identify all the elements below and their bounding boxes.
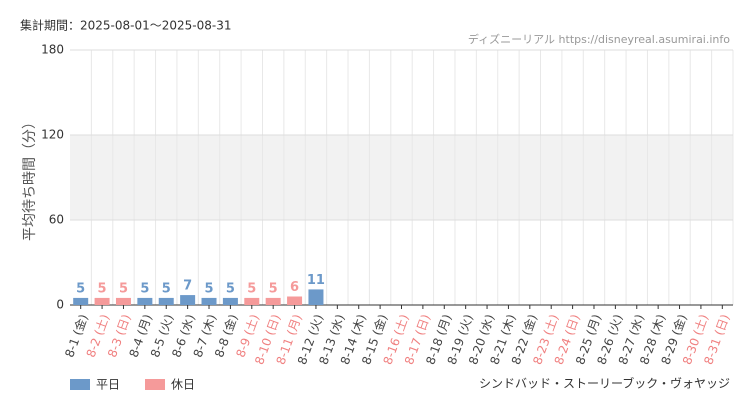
- y-tick-label: 120: [41, 128, 64, 142]
- bar: [244, 297, 260, 305]
- bar: [180, 295, 196, 305]
- y-axis-label: 平均待ち時間（分）: [22, 115, 38, 241]
- data-label: 5: [76, 281, 85, 296]
- bar: [158, 297, 174, 305]
- data-label: 5: [140, 281, 149, 296]
- y-tick-label: 0: [56, 298, 64, 312]
- data-label: 5: [119, 281, 128, 296]
- data-label: 5: [204, 281, 213, 296]
- legend-swatch: [70, 379, 90, 390]
- bar: [115, 297, 131, 305]
- data-label: 5: [162, 281, 171, 296]
- data-label: 11: [307, 273, 325, 288]
- bar: [94, 297, 110, 305]
- bar: [201, 297, 217, 305]
- legend-swatch: [145, 379, 165, 390]
- data-label: 6: [290, 280, 299, 295]
- legend-label: 平日: [96, 378, 120, 392]
- data-label: 5: [98, 281, 107, 296]
- bar: [265, 297, 281, 305]
- bar: [308, 289, 324, 305]
- period: 集計期間：2025-08-01～2025-08-31: [20, 18, 231, 33]
- bar: [137, 297, 153, 305]
- y-tick-label: 60: [49, 213, 64, 227]
- bar: [287, 296, 303, 305]
- data-label: 7: [183, 279, 192, 294]
- y-tick-label: 180: [41, 43, 64, 57]
- bar: [222, 297, 238, 305]
- subtitle: シンドバッド・ストーリーブック・ヴォヤッジ: [479, 376, 730, 391]
- data-label: 5: [247, 281, 256, 296]
- source: ディズニーリアル https://disneyreal.asumirai.inf…: [468, 32, 730, 46]
- data-label: 5: [226, 281, 235, 296]
- legend-label: 休日: [171, 378, 195, 392]
- data-label: 5: [269, 281, 278, 296]
- grid-band: [70, 135, 733, 220]
- bar: [73, 297, 89, 305]
